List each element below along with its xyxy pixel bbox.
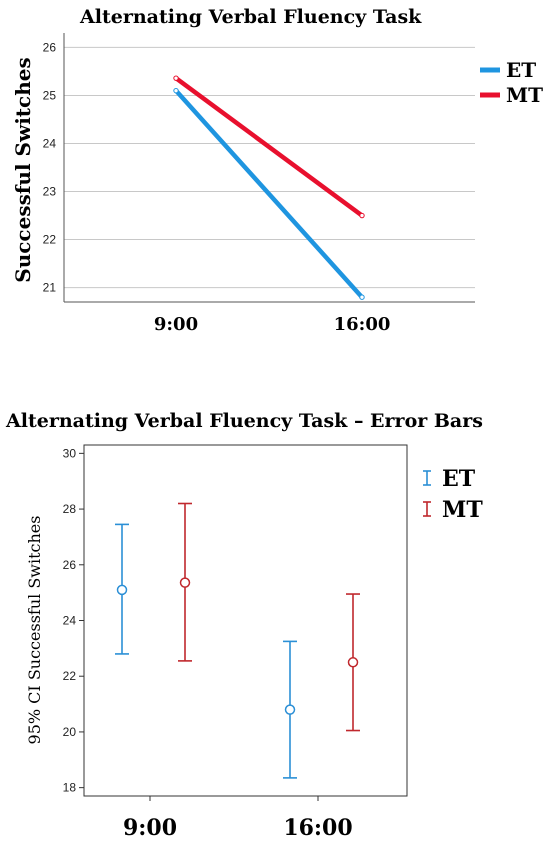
mean-marker	[179, 577, 191, 588]
y-tick-label: 20	[63, 725, 77, 739]
error-bar-chart: Alternating Verbal Fluency Task – Error …	[5, 410, 483, 841]
data-point-et	[359, 294, 365, 300]
legend-2: ET MT	[423, 466, 483, 523]
y-tick-label: 24	[63, 614, 77, 628]
error-bar-mt	[346, 593, 360, 732]
y-tick-labels-2: 18 20 22 24 26 28 30	[63, 446, 84, 795]
data-point-mt	[359, 212, 365, 219]
y-tick-label: 30	[63, 446, 77, 460]
y-tick-label: 28	[63, 502, 77, 516]
x-tick-label: 16:00	[334, 314, 391, 335]
mean-marker	[347, 657, 359, 668]
error-bar-mt	[178, 502, 192, 662]
legend-label-et: ET	[442, 466, 476, 492]
y-tick-label: 25	[43, 88, 57, 102]
y-tick-labels: 21 22 23 24 25 26	[43, 40, 57, 294]
x-tick-label: 9:00	[123, 815, 177, 841]
legend-label-mt: MT	[506, 83, 543, 107]
y-axis-label: Successful Switches	[11, 57, 35, 283]
grid	[64, 46, 475, 289]
y-axis-label-2: 95% CI Successful Switches	[25, 516, 44, 745]
y-tick-label: 24	[43, 136, 57, 150]
line-chart: Alternating Verbal Fluency Task 21 22 23 24…	[11, 6, 543, 335]
x-tick-labels-2: 9:00 16:00	[123, 796, 353, 841]
series-group	[173, 75, 365, 300]
y-tick-label: 23	[43, 185, 57, 199]
y-tick-label: 26	[43, 40, 57, 54]
series-line-mt	[174, 76, 364, 218]
y-tick-label: 21	[43, 281, 57, 295]
plot-frame	[83, 444, 408, 797]
mean-marker	[116, 584, 128, 596]
series-group-2	[115, 502, 360, 779]
legend-label-mt: MT	[442, 497, 483, 523]
y-tick-label: 22	[43, 233, 57, 247]
series-line-et	[174, 89, 364, 299]
data-point-mt	[173, 75, 179, 81]
chart-title-2: Alternating Verbal Fluency Task – Error …	[5, 410, 483, 432]
y-tick-label: 22	[63, 669, 77, 683]
x-tick-label: 9:00	[154, 314, 198, 335]
mean-marker	[284, 704, 296, 715]
error-bar-et	[115, 523, 129, 655]
x-tick-labels: 9:00 16:00	[154, 314, 390, 335]
legend-label-et: ET	[506, 58, 536, 82]
chart-title: Alternating Verbal Fluency Task	[79, 6, 422, 28]
y-tick-label: 26	[63, 558, 77, 572]
data-point-et	[173, 87, 179, 94]
x-tick-label: 16:00	[283, 815, 352, 841]
y-tick-label: 18	[63, 781, 77, 795]
error-bar-et	[283, 640, 297, 779]
